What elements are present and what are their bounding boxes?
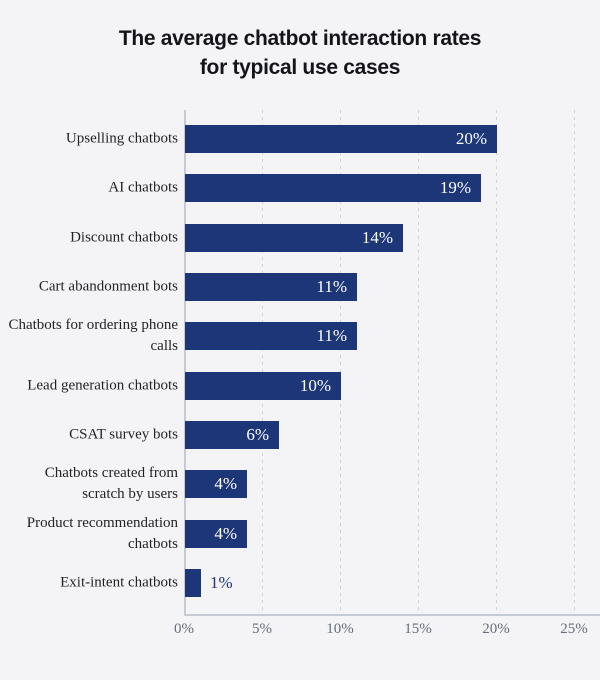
category-label: Chatbots for ordering phone calls [8, 317, 178, 354]
x-tick-label: 20% [482, 621, 510, 637]
x-tick-label: 15% [404, 621, 432, 637]
category-label: Exit-intent chatbots [60, 574, 178, 591]
bar [185, 470, 247, 498]
value-label: 19% [439, 178, 471, 197]
category-label: Cart abandonment bots [38, 278, 178, 295]
gridline [496, 110, 497, 614]
bar [185, 520, 247, 548]
category-label: AI chatbots [108, 179, 178, 196]
value-label: 10% [299, 376, 331, 395]
x-tick-label: 10% [326, 621, 354, 637]
value-label: 6% [246, 425, 269, 444]
y-axis-line [184, 110, 186, 615]
bar [185, 125, 497, 153]
chart-title-line-2: for typical use cases [199, 56, 401, 79]
gridline [418, 110, 419, 614]
value-label: 14% [361, 228, 393, 247]
value-label: 4% [214, 524, 237, 543]
gridline [574, 110, 575, 614]
value-label: 4% [214, 474, 237, 493]
category-label: Product recommendation chatbots [26, 515, 178, 552]
bar [185, 174, 481, 202]
x-tick-label: 25% [560, 621, 588, 637]
category-label: Lead generation chatbots [27, 377, 178, 394]
value-label: 1% [210, 573, 233, 592]
value-label: 20% [455, 129, 487, 148]
x-tick-label: 0% [174, 621, 194, 637]
bar [185, 569, 201, 597]
value-label: 11% [316, 326, 347, 345]
category-label: Upselling chatbots [65, 130, 178, 147]
category-label: CSAT survey bots [69, 426, 178, 443]
bar [185, 372, 341, 400]
gridline [262, 110, 263, 614]
chart-title: The average chatbot interaction rates fo… [0, 24, 600, 82]
value-label: 11% [316, 277, 347, 296]
chart-title-line-1: The average chatbot interaction rates [118, 27, 482, 50]
gridline [340, 110, 341, 614]
category-label: Discount chatbots [70, 229, 178, 246]
bar [185, 224, 403, 252]
bar [185, 421, 279, 449]
x-axis-line [184, 614, 600, 616]
bar [185, 273, 357, 301]
category-label: Chatbots created from scratch by users [44, 465, 178, 502]
bar [185, 322, 357, 350]
x-tick-label: 5% [252, 621, 272, 637]
